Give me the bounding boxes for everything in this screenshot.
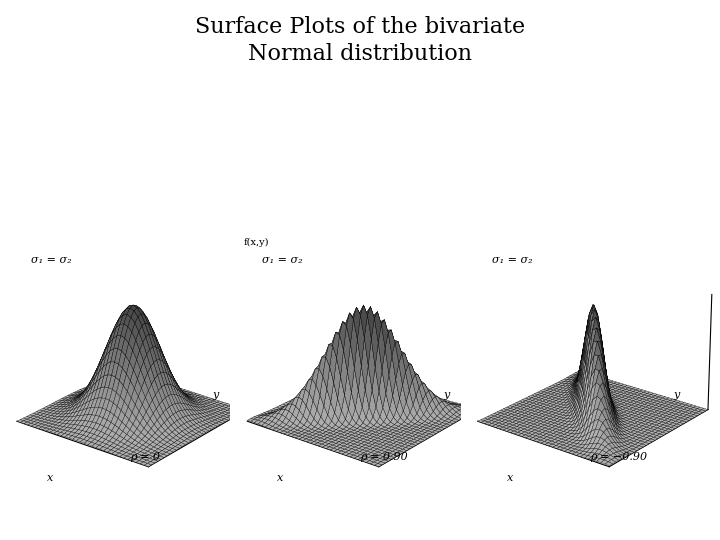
- Text: σ₁ = σ₂: σ₁ = σ₂: [492, 255, 533, 265]
- Text: σ₁ = σ₂: σ₁ = σ₂: [261, 255, 302, 265]
- Text: y: y: [212, 390, 219, 400]
- Text: y: y: [673, 390, 680, 400]
- Text: ρ = −0.90: ρ = −0.90: [590, 453, 647, 462]
- Text: ρ = 0: ρ = 0: [130, 453, 160, 462]
- Text: x: x: [277, 473, 283, 483]
- Text: x: x: [508, 473, 513, 483]
- Text: σ₁ = σ₂: σ₁ = σ₂: [31, 255, 72, 265]
- Text: ρ = 0.90: ρ = 0.90: [360, 453, 408, 462]
- Text: Surface Plots of the bivariate
Normal distribution: Surface Plots of the bivariate Normal di…: [195, 16, 525, 65]
- Text: f(x,y): f(x,y): [243, 238, 269, 246]
- Text: x: x: [47, 473, 53, 483]
- Text: y: y: [443, 390, 449, 400]
